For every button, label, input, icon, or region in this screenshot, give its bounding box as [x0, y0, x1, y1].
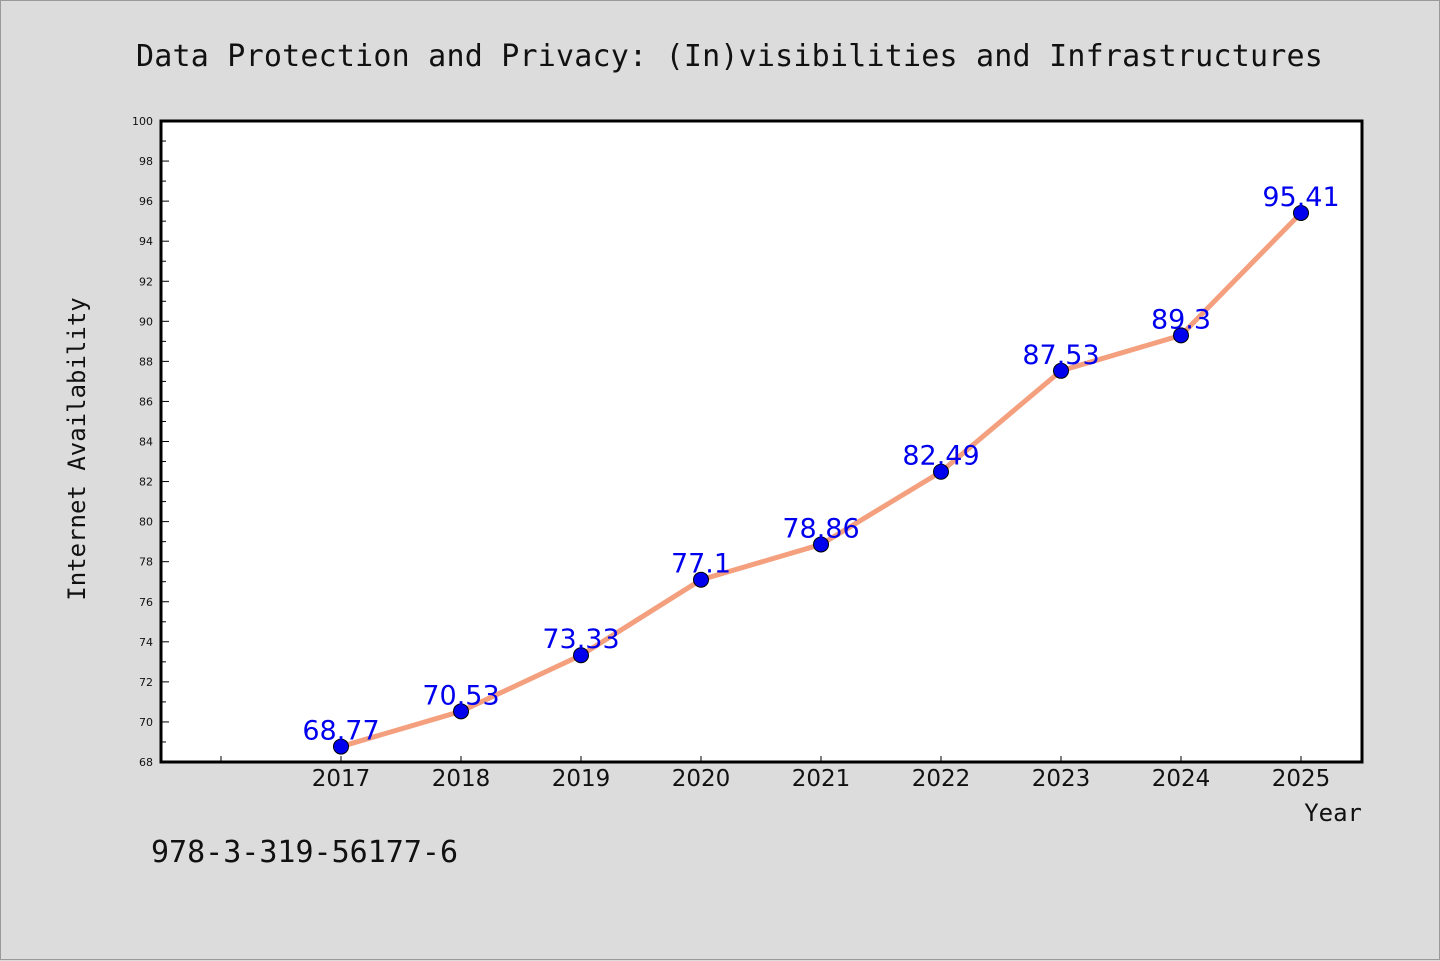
y-tick-label: 72 [139, 676, 153, 689]
y-tick-label: 94 [139, 235, 153, 248]
y-tick-label: 82 [139, 476, 153, 489]
x-tick-label: 2024 [1152, 766, 1211, 792]
data-label: 95.41 [1262, 182, 1339, 213]
x-tick-label: 2020 [672, 766, 731, 792]
data-label: 87.53 [1022, 340, 1099, 371]
data-point [573, 647, 589, 664]
data-point [933, 463, 949, 480]
y-tick-label: 88 [139, 355, 153, 368]
x-tick-label: 2021 [792, 766, 851, 792]
y-tick-label: 86 [139, 395, 153, 408]
y-tick-label: 74 [139, 636, 153, 649]
x-tick-label: 2019 [552, 766, 611, 792]
y-tick-label: 96 [139, 195, 153, 208]
chart-title: Data Protection and Privacy: (In)visibil… [136, 39, 1323, 74]
data-label: 73.33 [542, 624, 619, 655]
data-point [453, 703, 469, 720]
plot-area [159, 119, 1364, 764]
x-tick-label: 2022 [912, 766, 971, 792]
data-label: 78.86 [782, 513, 859, 544]
data-point [813, 536, 829, 553]
y-tick-label: 68 [139, 756, 153, 769]
y-tick-label: 98 [139, 155, 153, 168]
y-tick-label: 92 [139, 275, 153, 288]
data-point [693, 571, 709, 588]
data-point [333, 738, 349, 755]
y-axis-label: Internet Availability [63, 297, 91, 600]
x-tick-label: 2017 [312, 766, 371, 792]
y-tick-label: 90 [139, 315, 153, 328]
data-label: 68.77 [302, 716, 379, 747]
y-tick-label: 100 [132, 115, 153, 128]
data-point [1053, 362, 1069, 379]
y-tick-label: 80 [139, 516, 153, 529]
isbn-footer: 978-3-319-56177-6 [151, 835, 459, 870]
y-tick-label: 84 [139, 436, 153, 449]
y-tick-label: 78 [139, 556, 153, 569]
x-tick-label: 2023 [1032, 766, 1091, 792]
y-tick-label: 70 [139, 716, 153, 729]
data-label: 77.1 [671, 549, 731, 580]
x-tick-label: 2018 [432, 766, 491, 792]
x-axis-label: Year [1304, 799, 1362, 827]
data-label: 89.3 [1151, 304, 1211, 335]
data-point [1293, 204, 1309, 221]
data-label: 82.49 [902, 441, 979, 472]
data-point [1173, 327, 1189, 344]
y-tick-label: 76 [139, 596, 153, 609]
x-tick-label: 2025 [1272, 766, 1331, 792]
data-label: 70.53 [422, 680, 499, 711]
